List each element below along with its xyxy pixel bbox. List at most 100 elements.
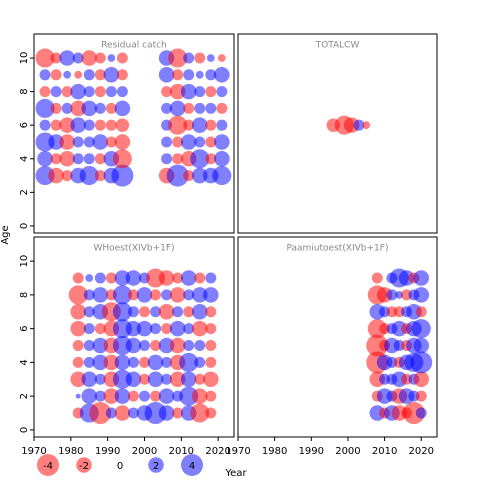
residual-bubble [195, 70, 204, 79]
residual-bubble [125, 337, 142, 354]
residual-bubble [205, 340, 217, 352]
residual-bubble [183, 102, 195, 114]
residual-bubble [75, 393, 81, 399]
residual-bubble [172, 136, 184, 148]
y-axis-label: Age [0, 225, 11, 244]
legend-label: -4 [43, 461, 53, 472]
residual-bubble [85, 274, 94, 282]
residual-bubble [362, 121, 371, 130]
residual-bubble [35, 48, 55, 68]
residual-bubble [37, 150, 53, 167]
residual-bubble [146, 268, 166, 288]
residual-bubble [94, 272, 106, 284]
residual-bubble [94, 69, 106, 81]
residual-bubble [138, 373, 150, 385]
residual-bubble [183, 170, 195, 182]
residual-bubble [115, 118, 130, 132]
residual-bubble [105, 119, 117, 131]
residual-bubble [107, 54, 116, 62]
x-axis-label: Year [224, 468, 247, 479]
residual-bubble [136, 320, 153, 337]
panel-frame [237, 236, 438, 438]
residual-bubble [169, 371, 186, 388]
residual-bubble [63, 70, 72, 79]
residual-bubble [114, 270, 131, 286]
residual-bubble [81, 388, 98, 404]
residual-bubble [203, 287, 219, 303]
residual-bubble [61, 170, 73, 182]
residual-bubble [92, 134, 109, 150]
residual-bubble [61, 102, 73, 114]
x-tick-label: 1970 [21, 446, 46, 457]
residual-bubble [59, 134, 75, 150]
y-tick-label: 0 [19, 427, 30, 433]
residual-bubble [70, 371, 86, 388]
residual-bubble [105, 272, 117, 284]
y-tick-label: 4 [19, 156, 30, 162]
residual-bubble [413, 270, 430, 286]
residual-bubble [94, 323, 106, 335]
residual-bubble [205, 69, 217, 81]
residual-bubble [116, 52, 128, 64]
residual-bubble [59, 150, 75, 167]
residual-bubble [366, 334, 389, 357]
legend-label: 4 [189, 461, 195, 472]
residual-bubble [114, 354, 131, 371]
residual-bubble [105, 102, 117, 114]
residual-bubble [216, 119, 228, 131]
residual-bubble [183, 306, 195, 318]
residual-bubble [191, 167, 208, 184]
residual-bubble [147, 371, 164, 388]
residual-bubble [161, 373, 173, 385]
x-tick-label: 1970 [225, 446, 250, 457]
residual-bubble [39, 119, 51, 131]
residual-bubble [92, 287, 109, 303]
residual-bubble [35, 132, 55, 152]
residual-bubble [125, 371, 142, 388]
residual-bubble [161, 102, 173, 114]
panel-frame [33, 236, 235, 438]
residual-bubble [114, 134, 131, 150]
residual-bubble [83, 356, 95, 368]
residual-bubble [112, 369, 132, 389]
residual-bubble [183, 52, 195, 64]
residual-bubble [217, 54, 226, 62]
y-tick-label: 8 [19, 88, 30, 94]
panel-frame [237, 33, 438, 234]
residual-bubble [59, 117, 75, 133]
residual-bubble [72, 340, 84, 352]
y-tick-label: 2 [19, 189, 30, 195]
residual-bubble [216, 102, 228, 114]
residual-bubble [386, 289, 398, 301]
residual-bubble [92, 337, 109, 354]
residual-bubble [205, 153, 217, 165]
legend-bubble [148, 457, 164, 473]
residual-bubble [72, 356, 84, 368]
residual-bubble [413, 337, 430, 354]
residual-bubble [112, 319, 132, 339]
residual-bubble [83, 289, 95, 301]
residual-bubble [402, 402, 425, 425]
residual-bubble [180, 270, 197, 286]
residual-bubble [214, 134, 230, 150]
residual-bubble [94, 52, 106, 64]
legend-bubble [181, 454, 203, 476]
legend-bubble [37, 454, 59, 476]
panel-title: Paamiutoest(XIVb+1F) [287, 244, 389, 254]
residual-bubble [35, 98, 55, 118]
residual-bubble [50, 52, 62, 64]
residual-bubble [371, 272, 383, 284]
residual-bubble [127, 306, 139, 318]
residual-bubble [205, 323, 217, 335]
residual-bubble [205, 136, 217, 148]
y-tick-label: 8 [19, 292, 30, 298]
residual-bubble [72, 153, 84, 165]
residual-bubble [138, 306, 150, 318]
residual-bubble [179, 352, 199, 372]
residual-bubble [205, 356, 217, 368]
legend-bubble [76, 457, 92, 473]
residual-bubble [190, 403, 210, 423]
x-tick-label: 1980 [262, 446, 287, 457]
residual-bubble [168, 115, 188, 135]
residual-bubble [125, 270, 142, 286]
